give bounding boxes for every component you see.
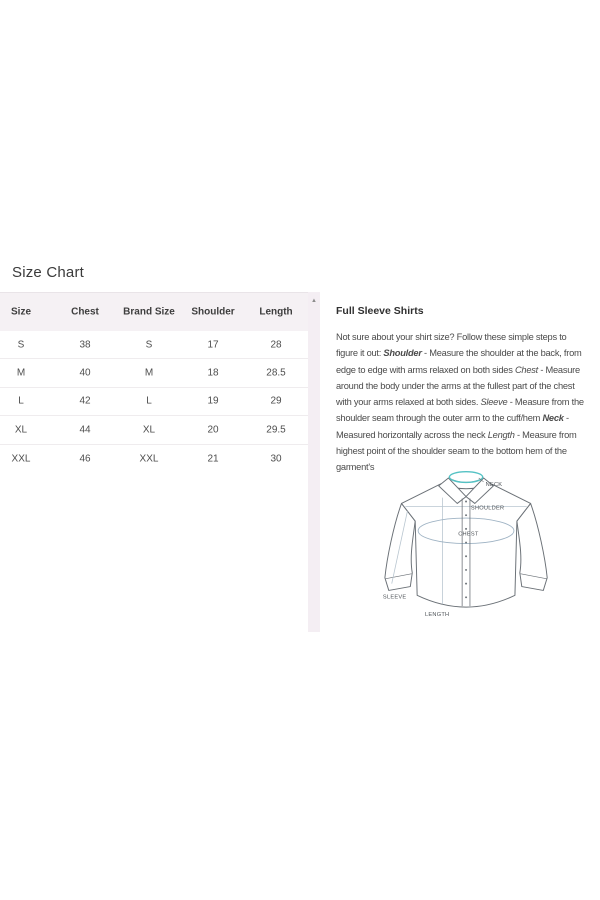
- table-cell: XXL: [11, 453, 31, 465]
- measure-term: Sleeve: [480, 397, 508, 408]
- table-header-cell: Brand Size: [123, 306, 175, 318]
- table-cell: 28.5: [266, 367, 286, 379]
- measure-term: Shoulder: [383, 348, 422, 359]
- table-row: XL 44 XL 20 29.5: [0, 416, 308, 445]
- neck-measure-ring: [448, 470, 484, 484]
- paragraph-text: - Measure the shoulder at the back, from…: [336, 348, 582, 375]
- measure-term: Chest: [514, 364, 538, 375]
- measure-term: Neck: [542, 413, 564, 424]
- table-row: M 40 M 18 28.5: [0, 359, 308, 388]
- table-cell: M: [16, 367, 26, 379]
- info-paragraph: Not sure about your shirt size? Follow t…: [336, 329, 590, 476]
- length-label: LENGTH: [425, 612, 449, 618]
- table-cell: XL: [142, 424, 156, 436]
- table-cell: 46: [79, 453, 91, 465]
- shirt-diagram: NECK SHOULDER CHEST SLEEVE LENGTH: [383, 470, 548, 618]
- table-row: L 42 L 19 29: [0, 387, 308, 417]
- table-cell: 18: [207, 367, 219, 379]
- table-cell: XXL: [139, 453, 159, 465]
- table-cell: 28: [270, 339, 282, 351]
- table-header-cell: Chest: [71, 306, 99, 318]
- measure-term: Length: [487, 429, 515, 440]
- table-cell: M: [144, 367, 154, 379]
- info-heading: Full Sleeve Shirts: [336, 305, 424, 317]
- table-cell: 19: [207, 395, 219, 407]
- neck-label: NECK: [486, 482, 503, 488]
- size-table: Size Chest Brand Size Shoulder Length S 38 S 17…: [0, 292, 308, 473]
- shoulder-label: SHOULDER: [471, 505, 504, 511]
- chest-label: CHEST: [458, 532, 479, 538]
- size-chart-widget: Size Chest Brand Size Shoulder Length S 38 S 17…: [0, 292, 600, 632]
- table-cell: 40: [79, 367, 91, 379]
- info-panel: Full Sleeve Shirts Not sure about your s…: [334, 292, 600, 632]
- table-cell: 29: [270, 395, 282, 407]
- table-cell: 42: [79, 395, 91, 407]
- sleeve-label: SLEEVE: [383, 594, 406, 600]
- table-cell: 17: [207, 339, 219, 351]
- paragraph-text: - Measured horizontally across the neck: [336, 413, 569, 440]
- table-cell: XL: [14, 424, 28, 436]
- paragraph-text: - Measure from highest point of the shou…: [336, 429, 577, 473]
- table-cell: L: [146, 395, 152, 407]
- paragraph-text: - Measure from the shoulder seam through…: [336, 397, 584, 424]
- table-header-cell: Size: [10, 306, 32, 318]
- table-cell: 20: [207, 424, 219, 436]
- table-cell: 44: [79, 424, 91, 436]
- table-cell: 38: [79, 339, 91, 351]
- paragraph-text: Not sure about your shirt size? Follow t…: [336, 332, 567, 359]
- scrollbar-track[interactable]: ▲: [308, 292, 320, 632]
- paragraph-text: - Measure around the body under the arms…: [336, 364, 580, 408]
- scroll-up-icon[interactable]: ▲: [311, 298, 317, 304]
- table-cell: S: [145, 339, 153, 351]
- table-header-cell: Length: [259, 306, 293, 318]
- table-row: S 38 S 17 28: [0, 331, 308, 360]
- size-table-body: S 38 S 17 28 M 40 M 18 28.5 L 42 L 19 29 XL 44 XL 20 29.5 XX…: [0, 331, 308, 473]
- table-header-cell: Shoulder: [191, 306, 235, 318]
- size-table-header: Size Chest Brand Size Shoulder Length: [0, 292, 308, 331]
- page-title: Size Chart: [12, 264, 85, 281]
- table-row: XXL 46 XXL 21 30: [0, 444, 308, 473]
- table-cell: 30: [270, 453, 282, 465]
- shirt-buttons: [465, 500, 468, 599]
- table-cell: 29.5: [266, 424, 286, 436]
- table-cell: 21: [207, 453, 219, 465]
- table-cell: L: [18, 395, 24, 407]
- table-cell: S: [17, 339, 25, 351]
